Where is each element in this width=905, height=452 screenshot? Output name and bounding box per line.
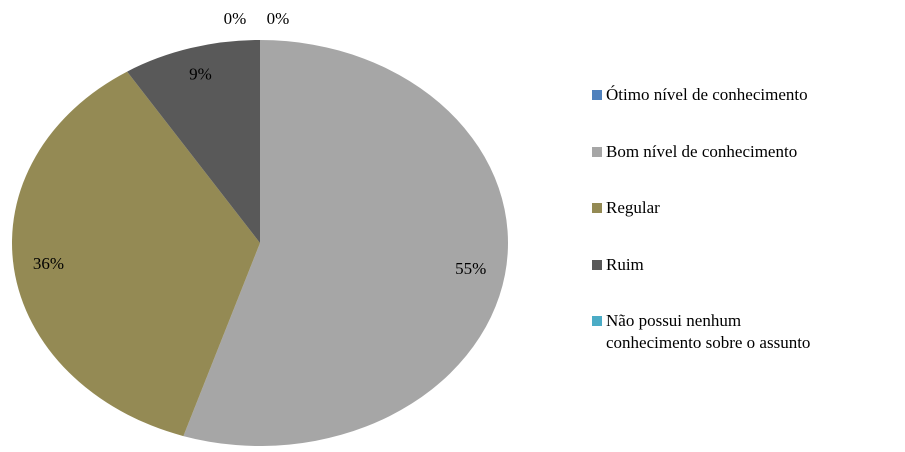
- legend-label: Regular: [606, 198, 660, 217]
- data-label: 0%: [267, 9, 290, 28]
- legend-label: Não possui nenhum conhecimento sobre o a…: [606, 311, 811, 352]
- legend-swatch: [592, 259, 602, 270]
- legend-label: Bom nível de conhecimento: [606, 141, 798, 161]
- legend-item: Não possui nenhum conhecimento sobre o a…: [592, 310, 892, 367]
- pie-slice: [11, 71, 260, 437]
- legend-item: Bom nível de conhecimento: [592, 141, 892, 198]
- legend-label: Ótimo nível de conhecimento: [606, 85, 808, 104]
- legend-item: Ótimo nível de conhecimento: [592, 84, 892, 141]
- data-label: 55%: [455, 259, 486, 278]
- legend-swatch: [592, 146, 602, 157]
- pie-slice: [127, 40, 260, 243]
- legend-label: Ruim: [606, 254, 644, 274]
- data-label: 36%: [33, 254, 64, 273]
- chart: 0% 55% 36% 9% 0%: [11, 9, 509, 447]
- legend-swatch: [592, 203, 602, 213]
- data-label: 0%: [224, 9, 247, 28]
- legend-swatch: [592, 316, 602, 326]
- legend-swatch: [592, 90, 602, 100]
- pie-slice: [183, 40, 509, 447]
- legend-item: Regular: [592, 197, 892, 254]
- data-label: 9%: [189, 64, 212, 83]
- legend-item: Ruim: [592, 254, 892, 311]
- legend: Ótimo nível de conhecimento Bom nível de …: [592, 84, 892, 367]
